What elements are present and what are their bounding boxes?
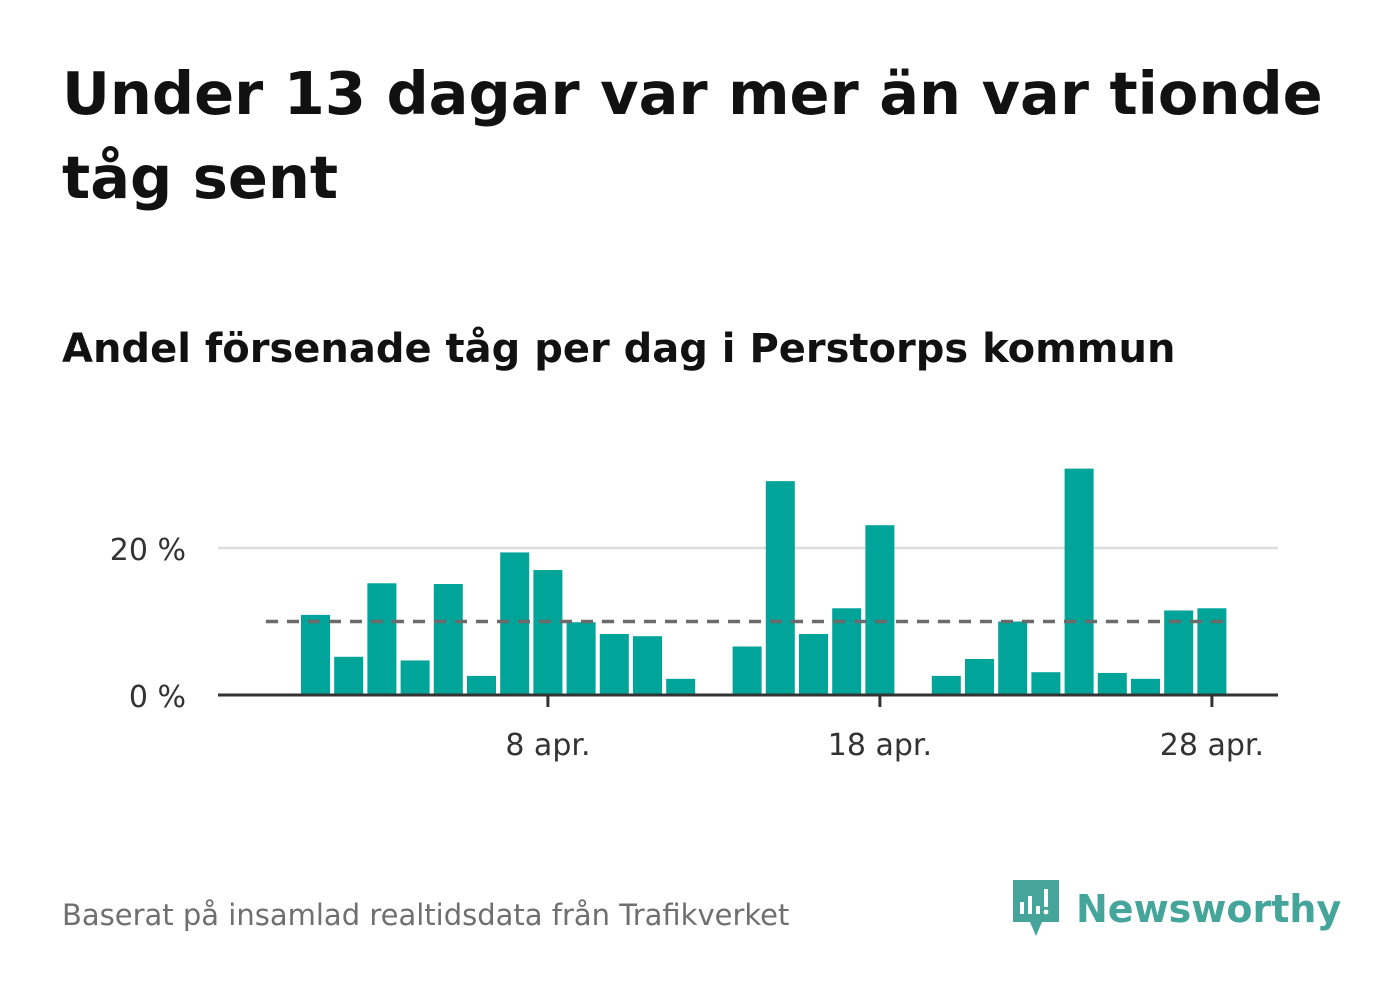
- chart-title: Under 13 dagar var mer än var tionde tåg…: [62, 59, 1323, 212]
- bar-4apr: [400, 660, 430, 695]
- bar-20apr: [931, 675, 961, 695]
- bar-7apr: [500, 552, 530, 695]
- bar-6apr: [467, 675, 496, 695]
- bar-23apr: [1031, 672, 1061, 695]
- bar-27apr: [1164, 610, 1194, 695]
- bar-10apr: [599, 633, 629, 695]
- bar-3apr: [367, 583, 397, 695]
- source-note: Baserat på insamlad realtidsdata från Tr…: [62, 898, 790, 932]
- y-tick-label: 20 %: [110, 533, 186, 568]
- x-tick-label: 18 apr.: [828, 728, 932, 763]
- x-axis: 8 apr. 18 apr. 28 apr.: [218, 693, 1278, 763]
- bar-18apr: [865, 525, 895, 695]
- bar-24apr: [1064, 468, 1094, 695]
- bar-14apr: [732, 646, 762, 695]
- y-axis-ticks: 0 % 20 %: [110, 533, 186, 715]
- newsworthy-logo-icon: [1013, 880, 1059, 936]
- bar-2apr: [334, 656, 364, 695]
- bar-16apr: [799, 633, 828, 695]
- bar-8apr: [533, 570, 563, 695]
- bar-11apr: [633, 636, 662, 695]
- newsworthy-logo-text: Newsworthy: [1076, 887, 1342, 931]
- bar-22apr: [998, 621, 1028, 695]
- x-tick-label: 8 apr.: [505, 728, 590, 763]
- bar-21apr: [965, 658, 994, 695]
- newsworthy-logo[interactable]: Newsworthy: [1010, 878, 1341, 940]
- chart-subtitle: Andel försenade tåg per dag i Perstorps …: [62, 326, 1176, 372]
- bar-9apr: [566, 622, 596, 695]
- bar-1apr: [301, 614, 330, 695]
- bar-26apr: [1131, 678, 1160, 695]
- x-tick-label: 28 apr.: [1160, 728, 1264, 763]
- y-tick-label: 0 %: [129, 680, 186, 715]
- bar-25apr: [1097, 672, 1127, 695]
- bar-15apr: [765, 481, 795, 695]
- bar-5apr: [433, 584, 463, 695]
- bars: [301, 468, 1227, 695]
- bar-12apr: [666, 678, 696, 695]
